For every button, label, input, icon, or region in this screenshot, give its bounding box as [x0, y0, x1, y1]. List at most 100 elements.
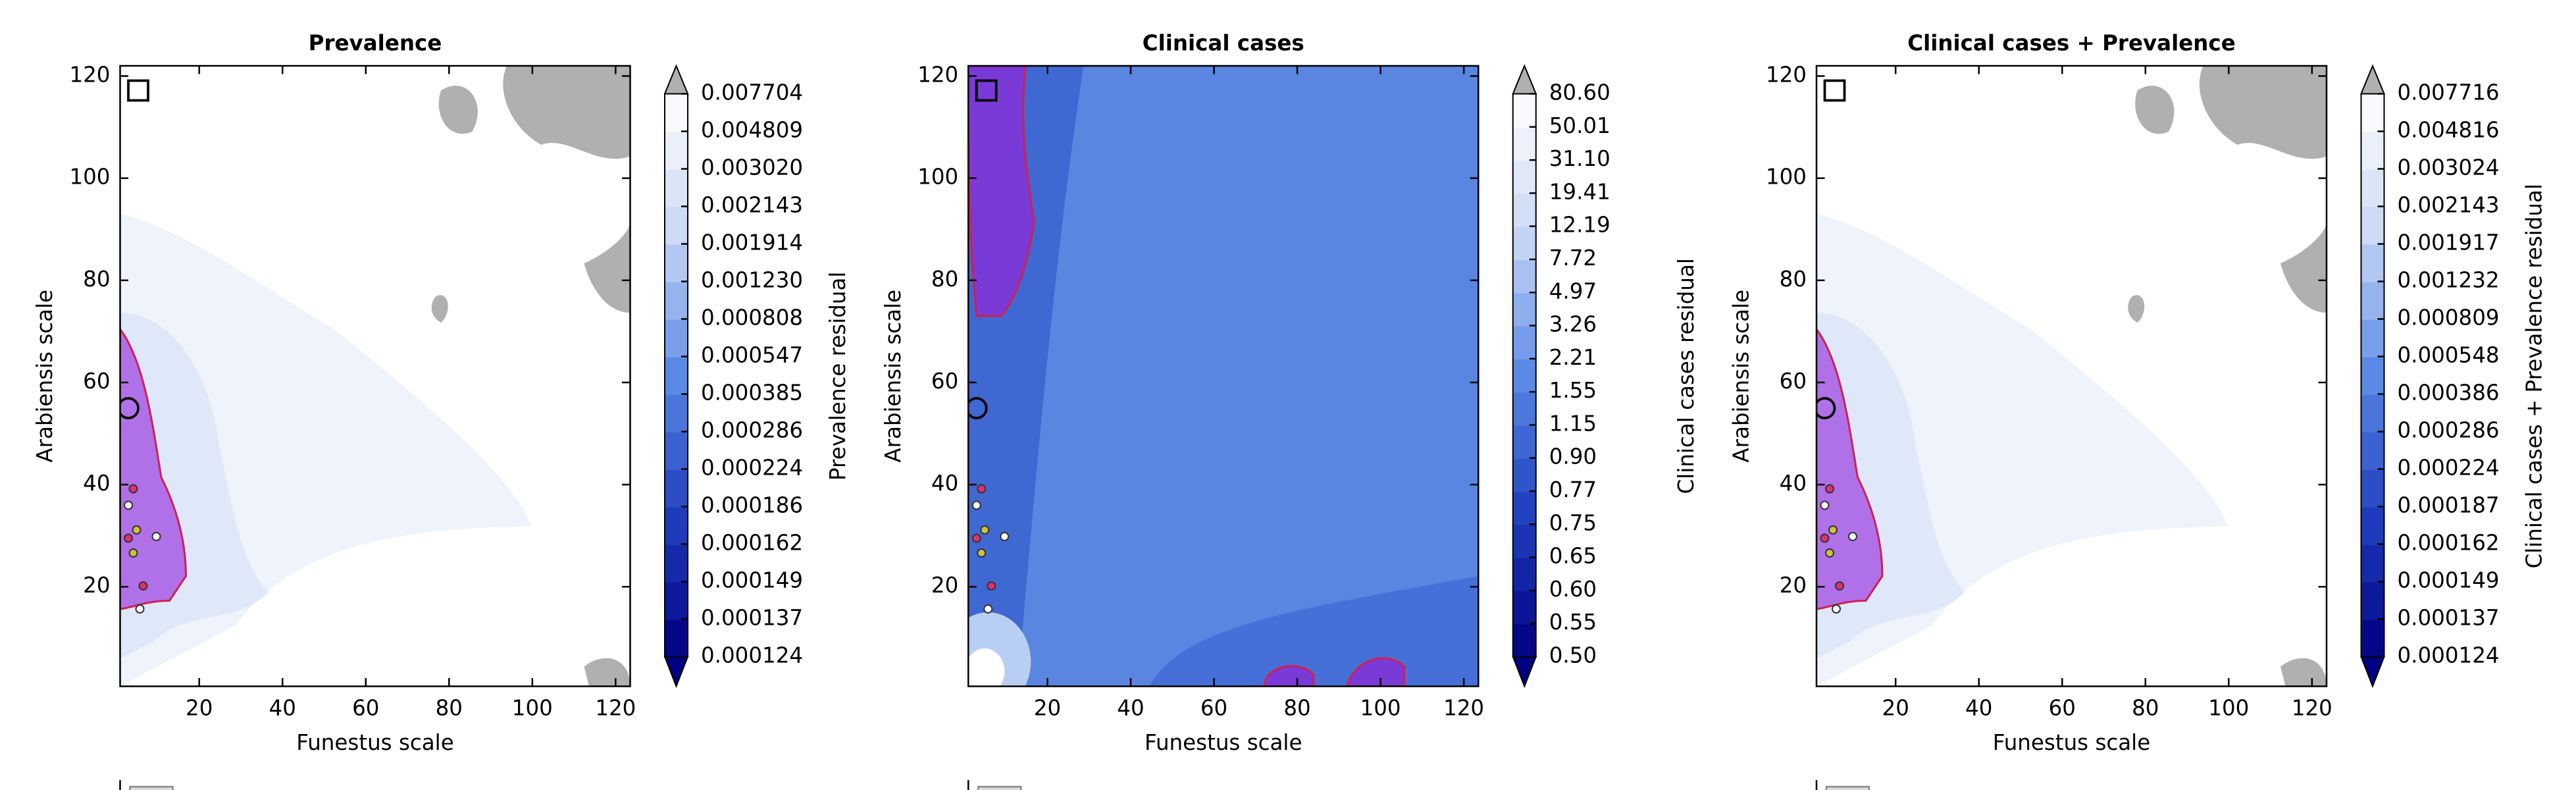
colorbar-tick-label: 0.50	[1549, 643, 1597, 668]
colorbar-tick-label: 50.01	[1549, 113, 1610, 138]
colorbar-tick-label: 0.001917	[2398, 230, 2500, 255]
sample-point	[128, 548, 138, 558]
colorbar-tick-label: 0.000149	[701, 568, 803, 593]
y-tick-label: 100	[1766, 165, 1807, 190]
colorbar-band	[665, 169, 688, 207]
colorbar-label: Clinical cases residual	[1674, 258, 1699, 494]
colorbar-tick-label: 0.007704	[701, 80, 803, 105]
y-tick-label: 40	[931, 471, 958, 496]
colorbar-tick-label: 0.000162	[701, 531, 803, 556]
colorbar-band	[1512, 226, 1536, 261]
colorbar-tick-label: 1.15	[1549, 411, 1597, 436]
marker-target	[968, 397, 988, 419]
colorbar-band	[1512, 491, 1536, 525]
colorbar-band	[2361, 544, 2384, 583]
y-tick-label: 120	[69, 63, 110, 88]
colorbar-tick-label: 0.001232	[2398, 268, 2500, 293]
chart-title: Clinical cases	[1143, 31, 1304, 56]
colorbar-label: Prevalence residual	[825, 272, 850, 481]
colorbar-band	[2361, 394, 2384, 433]
colorbar-band	[2361, 131, 2384, 170]
x-axis-label: Funestus scale	[1993, 730, 2150, 755]
marker-target	[120, 397, 140, 419]
axes-frame	[967, 65, 1480, 687]
legend-swatch	[977, 785, 1022, 790]
legend-swatch	[129, 785, 174, 790]
x-tick-label: 40	[1965, 696, 1992, 721]
contour-region	[2128, 66, 2327, 687]
colorbar-band	[1512, 458, 1536, 492]
colorbar-tick-label: 0.003020	[701, 155, 803, 180]
contour-region	[1149, 576, 1479, 687]
y-tick-label: 120	[917, 63, 958, 88]
colorbar-band	[1512, 160, 1536, 194]
sample-point	[983, 604, 993, 614]
colorbar-tick-label: 0.000162	[2398, 531, 2500, 556]
sample-point	[128, 484, 138, 494]
sample-point	[124, 533, 134, 543]
y-tick-label: 40	[1780, 471, 1807, 496]
sample-point	[977, 548, 987, 558]
y-axis-label: Arabiensis scale	[881, 290, 906, 463]
colorbar-band	[1512, 425, 1536, 459]
colorbar-band	[665, 619, 688, 658]
colorbar-tick-label: 2.21	[1549, 345, 1597, 370]
colorbar-band	[665, 206, 688, 245]
colorbar-band	[665, 469, 688, 508]
x-tick-label: 120	[595, 696, 636, 721]
colorbar-band	[665, 581, 688, 620]
colorbar-band	[1512, 590, 1536, 625]
contour-field	[968, 66, 1479, 687]
sample-point	[971, 533, 981, 543]
y-axis-label: Arabiensis scale	[1729, 290, 1754, 463]
marker-square	[1823, 79, 1846, 102]
sample-point	[151, 532, 161, 542]
colorbar-band	[2361, 319, 2384, 357]
marker-square	[127, 79, 149, 102]
colorbar-frame	[1512, 93, 1537, 658]
colorbar-band	[1512, 392, 1536, 426]
chart-title: Clinical cases + Prevalence	[1907, 31, 2235, 56]
colorbar-tick-label: 0.000149	[2398, 568, 2500, 593]
colorbar-frame	[664, 93, 689, 658]
x-axis-label: Funestus scale	[1145, 730, 1302, 755]
colorbar-tick-label: 0.000809	[2398, 305, 2500, 330]
colorbar-tick-label: 0.77	[1549, 477, 1597, 502]
y-tick-label: 60	[83, 369, 110, 394]
colorbar-tick-label: 0.000137	[701, 606, 803, 631]
colorbar-band	[2361, 506, 2384, 545]
plot-area	[1816, 66, 2327, 687]
sample-point	[1825, 548, 1835, 558]
colorbar-tick-label: 0.90	[1549, 444, 1597, 469]
colorbar-band	[2361, 619, 2384, 658]
x-tick-label: 120	[2292, 696, 2332, 721]
y-tick-label: 100	[69, 165, 110, 190]
colorbar-band	[2361, 93, 2384, 132]
colorbar-tick-label: 0.000548	[2398, 343, 2500, 368]
colorbar-tick-label: 0.004816	[2398, 118, 2500, 143]
sample-point	[1832, 604, 1842, 614]
y-axis-label: Arabiensis scale	[32, 290, 57, 463]
colorbar-band	[665, 131, 688, 170]
sample-point	[1000, 532, 1010, 542]
colorbar-band	[2361, 169, 2384, 207]
x-tick-label: 60	[352, 696, 379, 721]
colorbar-tick-label: 0.000224	[701, 456, 803, 481]
colorbar-extend-under	[2360, 656, 2385, 689]
sample-point	[1820, 500, 1830, 510]
colorbar-tick-label: 4.97	[1549, 278, 1597, 303]
plot-area	[968, 66, 1479, 687]
colorbar-band	[665, 544, 688, 583]
sample-point	[971, 500, 981, 510]
x-tick-label: 20	[1882, 696, 1909, 721]
colorbar-band	[2361, 244, 2384, 282]
axes-frame	[1815, 65, 2328, 687]
x-tick-label: 60	[2049, 696, 2076, 721]
colorbar-extend-over	[1512, 64, 1537, 95]
colorbar-band	[2361, 281, 2384, 320]
x-axis-label: Funestus scale	[296, 730, 453, 755]
sample-point	[980, 525, 990, 535]
sample-point	[1835, 581, 1845, 591]
colorbar-band	[665, 244, 688, 282]
sample-point	[1848, 532, 1858, 542]
